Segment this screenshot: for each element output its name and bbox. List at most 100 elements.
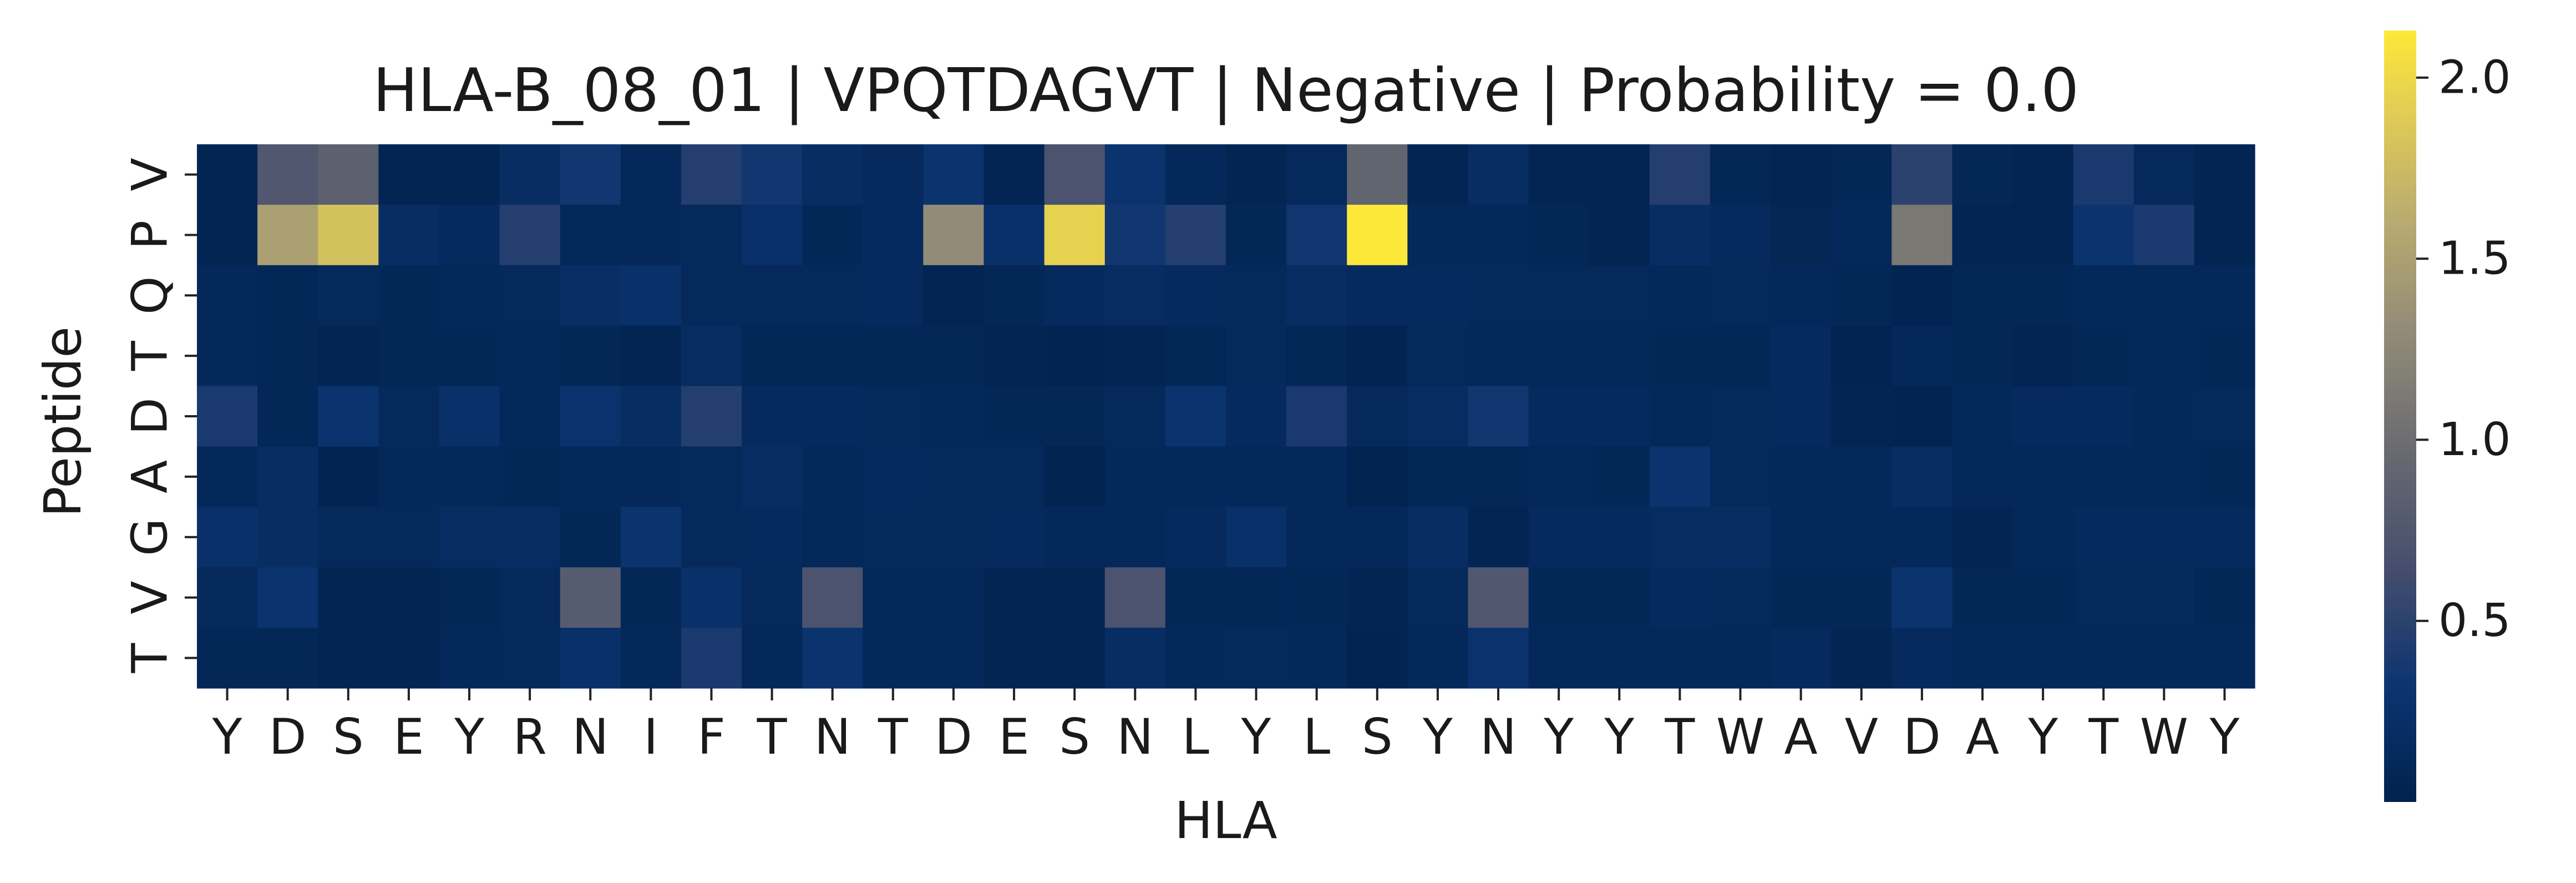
heatmap-cell: [863, 265, 924, 326]
heatmap-cell: [499, 386, 561, 447]
x-tick-label: Y: [1543, 708, 1574, 765]
heatmap-cell: [1044, 507, 1106, 568]
heatmap-cell: [681, 628, 742, 689]
y-tick-label: T: [121, 340, 179, 371]
x-tick-label: W: [2140, 708, 2188, 765]
heatmap-cell: [1044, 386, 1106, 447]
x-tick-label: I: [643, 708, 658, 765]
heatmap-cell: [1226, 567, 1287, 628]
heatmap-cell: [499, 325, 561, 387]
colorbar-ticks: 0.5 1.0 1.5 2.0: [2416, 51, 2511, 647]
heatmap-cell: [1407, 507, 1469, 568]
heatmap-cell: [742, 204, 803, 266]
x-tick-label: S: [1362, 708, 1393, 765]
heatmap-cell: [1589, 325, 1650, 387]
heatmap-cell: [1710, 628, 1771, 689]
heatmap-cell: [560, 144, 621, 205]
x-tick-label: N: [1117, 708, 1153, 765]
heatmap-cell: [1347, 265, 1408, 326]
heatmap-cell: [1649, 446, 1711, 507]
heatmap-cell: [1589, 144, 1650, 205]
heatmap-cell: [1226, 628, 1287, 689]
heatmap-cell: [1347, 204, 1408, 266]
heatmap-cell: [499, 204, 561, 266]
heatmap-cell: [681, 144, 742, 205]
heatmap-cell: [499, 507, 561, 568]
heatmap-cell: [681, 507, 742, 568]
heatmap-cell: [742, 265, 803, 326]
heatmap-cell: [1286, 265, 1347, 326]
heatmap-cell: [2133, 567, 2195, 628]
heatmap-cell: [1226, 144, 1287, 205]
heatmap-cell: [1528, 567, 1590, 628]
heatmap-cell: [1468, 386, 1529, 447]
heatmap-cell: [1286, 386, 1347, 447]
heatmap-cell: [197, 204, 258, 266]
heatmap-cell: [1892, 144, 1953, 205]
heatmap-cell: [378, 265, 440, 326]
heatmap-cell: [257, 204, 318, 266]
heatmap-cell: [499, 628, 561, 689]
heatmap-cell: [983, 628, 1045, 689]
x-tick-label: Y: [212, 708, 242, 765]
heatmap-cell: [439, 144, 500, 205]
heatmap-cell: [1649, 144, 1711, 205]
x-tick-label: L: [1303, 708, 1330, 765]
heatmap-cell: [378, 507, 440, 568]
heatmap-cell: [1649, 204, 1711, 266]
heatmap-cell: [1104, 567, 1166, 628]
heatmap-cell: [802, 507, 863, 568]
heatmap-cell: [1226, 204, 1287, 266]
heatmap-cell: [1771, 386, 1832, 447]
heatmap-cell: [1892, 507, 1953, 568]
heatmap-cell: [1952, 265, 2014, 326]
heatmap-cell: [1468, 446, 1529, 507]
heatmap-cell: [1468, 325, 1529, 387]
heatmap-cell: [378, 204, 440, 266]
heatmap-cell: [681, 446, 742, 507]
x-tick-label: Y: [1604, 708, 1634, 765]
heatmap-cell: [439, 507, 500, 568]
heatmap-cell: [197, 446, 258, 507]
heatmap-cell: [1952, 144, 2014, 205]
heatmap-cell: [802, 446, 863, 507]
heatmap-cell: [439, 265, 500, 326]
heatmap-cell: [1831, 325, 1892, 387]
heatmap-cell: [2194, 265, 2255, 326]
heatmap-cell: [378, 325, 440, 387]
x-tick-label: W: [1716, 708, 1764, 765]
heatmap-cell: [1165, 144, 1226, 205]
heatmap-cell: [1468, 567, 1529, 628]
heatmap-cell: [1831, 386, 1892, 447]
heatmap-cell: [2194, 144, 2255, 205]
heatmap-cell: [1104, 265, 1166, 326]
heatmap-cell: [2073, 386, 2134, 447]
heatmap-cell: [1892, 325, 1953, 387]
heatmap-cell: [1226, 507, 1287, 568]
x-tick-label: Y: [1241, 708, 1271, 765]
heatmap-cell: [923, 204, 985, 266]
heatmap-cell: [1044, 204, 1106, 266]
heatmap-cell: [1468, 265, 1529, 326]
heatmap-cell: [499, 144, 561, 205]
heatmap-cell: [1286, 628, 1347, 689]
heatmap-cell: [1831, 507, 1892, 568]
heatmap-cell: [1589, 386, 1650, 447]
heatmap-cell: [1892, 204, 1953, 266]
heatmap-cell: [1165, 386, 1226, 447]
heatmap-cell: [2012, 325, 2074, 387]
heatmap-cell: [2012, 265, 2074, 326]
heatmap-cell: [863, 446, 924, 507]
x-tick-label: A: [1966, 708, 1999, 765]
heatmap-cell: [560, 265, 621, 326]
heatmap-cell: [1771, 265, 1832, 326]
heatmap-cell: [923, 628, 985, 689]
heatmap-cell: [1892, 567, 1953, 628]
heatmap-cell: [1286, 144, 1347, 205]
heatmap-cell: [318, 144, 379, 205]
heatmap-cell: [1347, 567, 1408, 628]
heatmap-cell: [1286, 446, 1347, 507]
heatmap-cell: [439, 325, 500, 387]
heatmap-cell: [1044, 628, 1106, 689]
